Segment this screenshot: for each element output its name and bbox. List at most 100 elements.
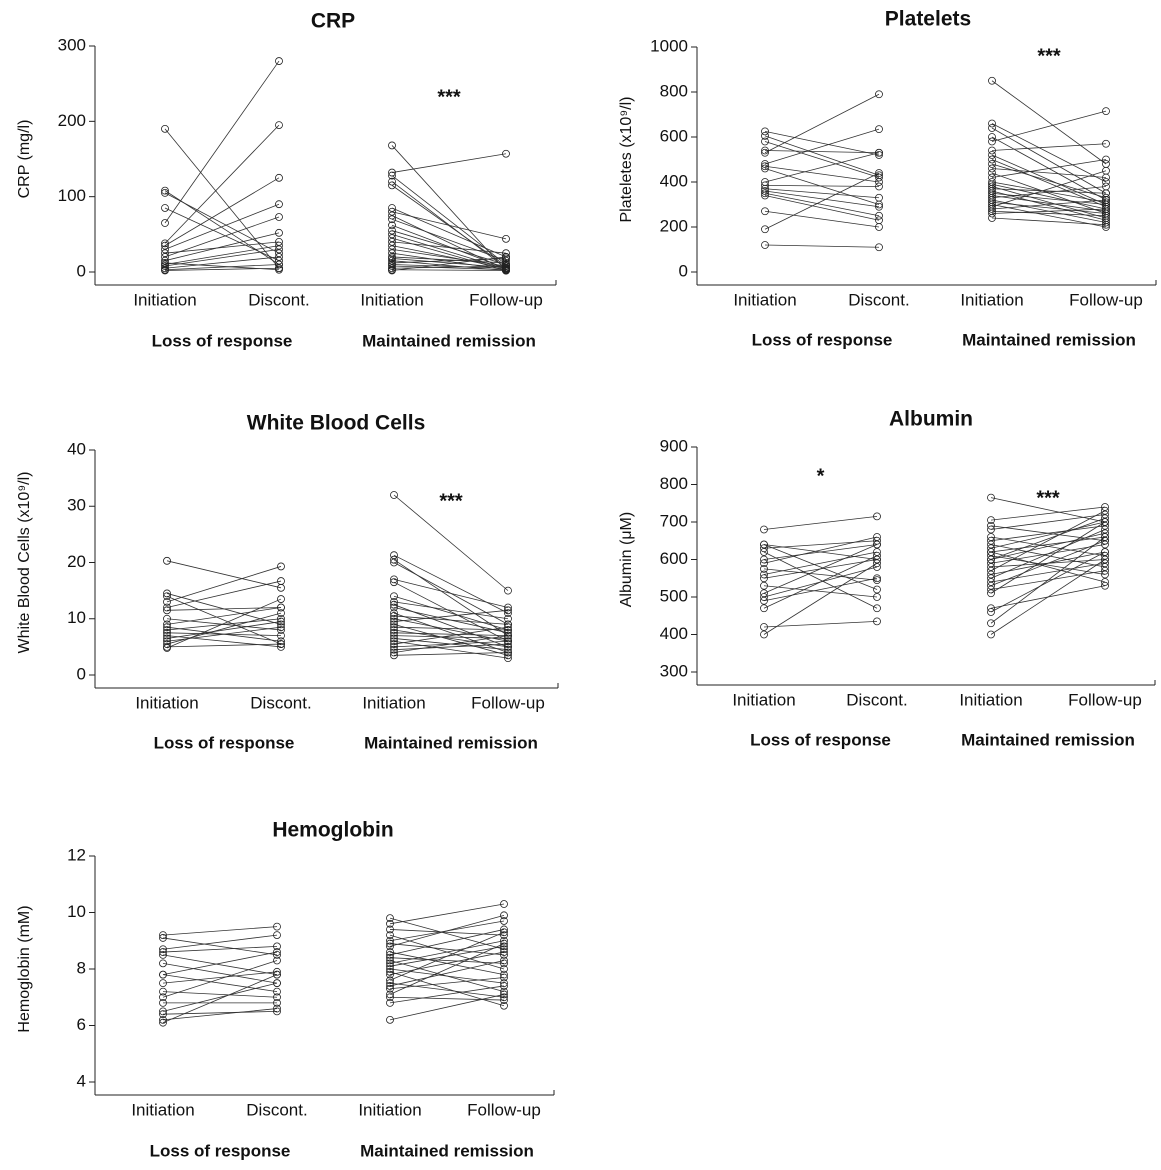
point: [1101, 559, 1109, 568]
point: [987, 536, 995, 545]
point: [1101, 521, 1109, 530]
point: [500, 973, 508, 982]
point: [502, 265, 510, 273]
x-tick-label: Initiation: [133, 290, 196, 309]
pair-line: [764, 168, 880, 205]
pair-line: [389, 943, 505, 956]
point: [1101, 529, 1109, 538]
x-tick-label: Initiation: [358, 1100, 421, 1119]
group-label: Loss of response: [750, 730, 891, 749]
pair-line: [991, 172, 1107, 214]
pair-line: [393, 581, 509, 642]
point: [760, 623, 768, 631]
point: [504, 634, 512, 643]
point: [761, 241, 769, 249]
point: [761, 137, 769, 146]
point: [390, 612, 398, 620]
pair-line: [391, 265, 507, 271]
pair-line: [166, 607, 282, 625]
point: [1101, 563, 1109, 571]
pair-line: [763, 551, 878, 575]
point: [760, 540, 768, 549]
point: [760, 589, 768, 598]
point: [875, 148, 883, 157]
point: [388, 262, 396, 270]
point: [273, 1007, 281, 1016]
point: [386, 953, 394, 962]
point: [873, 559, 881, 568]
point: [163, 644, 171, 652]
point: [386, 931, 394, 939]
group-label: Maintained remission: [360, 1141, 534, 1160]
point: [386, 959, 394, 968]
point: [500, 928, 508, 937]
point: [1101, 555, 1109, 564]
x-tick-label: Follow-up: [469, 290, 543, 309]
point: [388, 171, 396, 180]
point: [987, 585, 995, 594]
pair-line: [990, 510, 1106, 572]
y-tick-label: 800: [660, 474, 688, 493]
point: [275, 260, 283, 269]
point: [500, 1001, 508, 1010]
panel: Platelets 0 200 400 600 800 1000 Plateletes (x1…: [618, 8, 1157, 349]
x-tick-label: Initiation: [959, 690, 1022, 709]
pair-line: [162, 991, 278, 998]
panel: White Blood Cells 0 10 20 30 40 White Blood Ce…: [16, 412, 559, 752]
pair-line: [990, 559, 1106, 635]
pair-line: [393, 635, 509, 653]
y-tick-label: 4: [77, 1071, 86, 1090]
pair-line: [162, 982, 278, 1012]
point: [386, 1015, 394, 1024]
pair-line: [991, 208, 1107, 214]
point: [1102, 182, 1110, 191]
point: [388, 256, 396, 265]
pair-line: [164, 262, 280, 271]
pair-line: [991, 195, 1107, 212]
pair-line: [164, 216, 280, 258]
point: [159, 979, 167, 988]
pair-line: [991, 80, 1107, 165]
pair-line: [162, 926, 278, 936]
pair-line: [162, 971, 278, 984]
pair-line: [990, 555, 1106, 575]
pair-line: [764, 130, 880, 156]
pair-line: [389, 957, 505, 964]
pair-line: [391, 153, 507, 173]
point: [875, 202, 883, 211]
pair-line: [391, 256, 507, 271]
point: [760, 555, 768, 564]
point: [1101, 581, 1109, 590]
pair-line: [990, 536, 1106, 553]
point: [1101, 518, 1109, 526]
point: [273, 993, 281, 1002]
pair-line: [164, 60, 280, 224]
point: [386, 956, 394, 965]
point: [388, 237, 396, 246]
point: [1102, 223, 1110, 231]
chart-title: Hemoglobin: [272, 819, 393, 842]
pair-line: [990, 551, 1106, 583]
point: [500, 948, 508, 956]
point: [388, 168, 396, 177]
point: [159, 987, 167, 996]
pair-line: [162, 960, 278, 998]
y-axis-label: CRP (mg/l): [16, 120, 33, 199]
pair-line: [991, 192, 1107, 205]
x-tick-label: Follow-up: [471, 693, 545, 712]
point: [163, 634, 171, 643]
pair-line: [393, 632, 509, 637]
point: [388, 241, 396, 250]
point: [277, 562, 285, 571]
pair-line: [763, 562, 878, 635]
point: [504, 654, 512, 663]
point: [875, 178, 883, 186]
point: [875, 193, 883, 202]
pair-line: [393, 626, 509, 631]
point: [386, 984, 394, 993]
pair-line: [991, 127, 1107, 194]
point: [386, 919, 394, 928]
point: [504, 603, 512, 612]
point: [163, 640, 171, 648]
